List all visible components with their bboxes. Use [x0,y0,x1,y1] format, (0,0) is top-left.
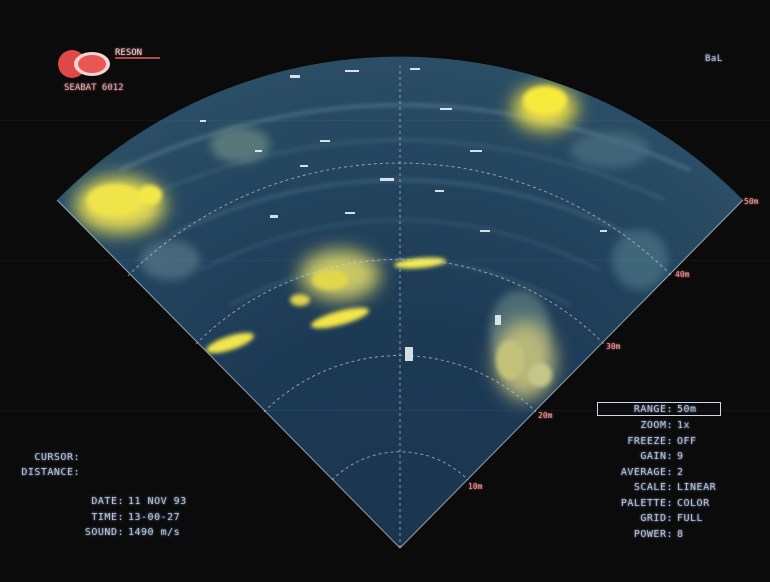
setting-freeze-value: OFF [677,436,697,447]
date-label: DATE: [91,496,124,507]
setting-grid-label: GRID: [640,513,673,524]
setting-average-value: 2 [677,467,684,478]
ring-label-10m: 10m [468,482,483,491]
date-readout: DATE: 11 NOV 93 [50,496,187,507]
sound-readout: SOUND: 1490 m/s [50,527,180,538]
setting-power-label: POWER: [633,529,673,540]
setting-scale[interactable]: SCALE: LINEAR [581,482,716,493]
time-label: TIME: [91,512,124,523]
setting-range-value: 50m [677,404,697,415]
setting-freeze-label: FREEZE: [627,436,673,447]
setting-scale-value: LINEAR [677,482,717,493]
ring-label-50m: 50m [744,197,759,206]
setting-scale-label: SCALE: [633,482,673,493]
setting-freeze[interactable]: FREEZE: OFF [581,436,697,447]
setting-palette-value: COLOR [677,498,710,509]
range-highlight-box[interactable] [597,402,721,416]
logo-brand-text: RESON [115,48,143,58]
setting-zoom[interactable]: ZOOM: 1x [581,420,690,431]
sound-value: 1490 m/s [128,527,181,538]
setting-zoom-value: 1x [677,420,691,431]
setting-palette[interactable]: PALETTE: COLOR [581,498,710,509]
sonar-fan [57,56,743,549]
logo-subtitle: SEABAT 6012 [64,83,124,93]
date-value: 11 NOV 93 [128,496,187,507]
reson-logo-icon [58,50,160,78]
sound-label: SOUND: [84,527,124,538]
cursor-label: CURSOR: [34,452,80,463]
distance-readout: DISTANCE: [6,467,80,478]
ring-label-40m: 40m [675,270,690,279]
ring-label-20m: 20m [538,411,553,420]
time-readout: TIME: 13-00-27 [50,512,180,523]
setting-average[interactable]: AVERAGE: 2 [581,467,684,478]
setting-range-label: RANGE: [633,404,673,415]
setting-grid[interactable]: GRID: FULL [581,513,703,524]
ring-label-30m: 30m [606,342,621,351]
setting-gain-value: 9 [677,451,684,462]
setting-power[interactable]: POWER: 8 [581,529,684,540]
corner-label: BaL [705,54,723,64]
setting-power-value: 8 [677,529,684,540]
setting-range[interactable]: RANGE: 50m [581,404,697,415]
setting-grid-value: FULL [677,513,704,524]
time-value: 13-00-27 [128,512,181,523]
range-grid [127,66,673,548]
setting-zoom-label: ZOOM: [640,420,673,431]
setting-average-label: AVERAGE: [620,467,673,478]
cursor-readout: CURSOR: [6,452,80,463]
setting-gain[interactable]: GAIN: 9 [581,451,684,462]
setting-palette-label: PALETTE: [620,498,673,509]
setting-gain-label: GAIN: [640,451,673,462]
distance-label: DISTANCE: [21,467,80,478]
